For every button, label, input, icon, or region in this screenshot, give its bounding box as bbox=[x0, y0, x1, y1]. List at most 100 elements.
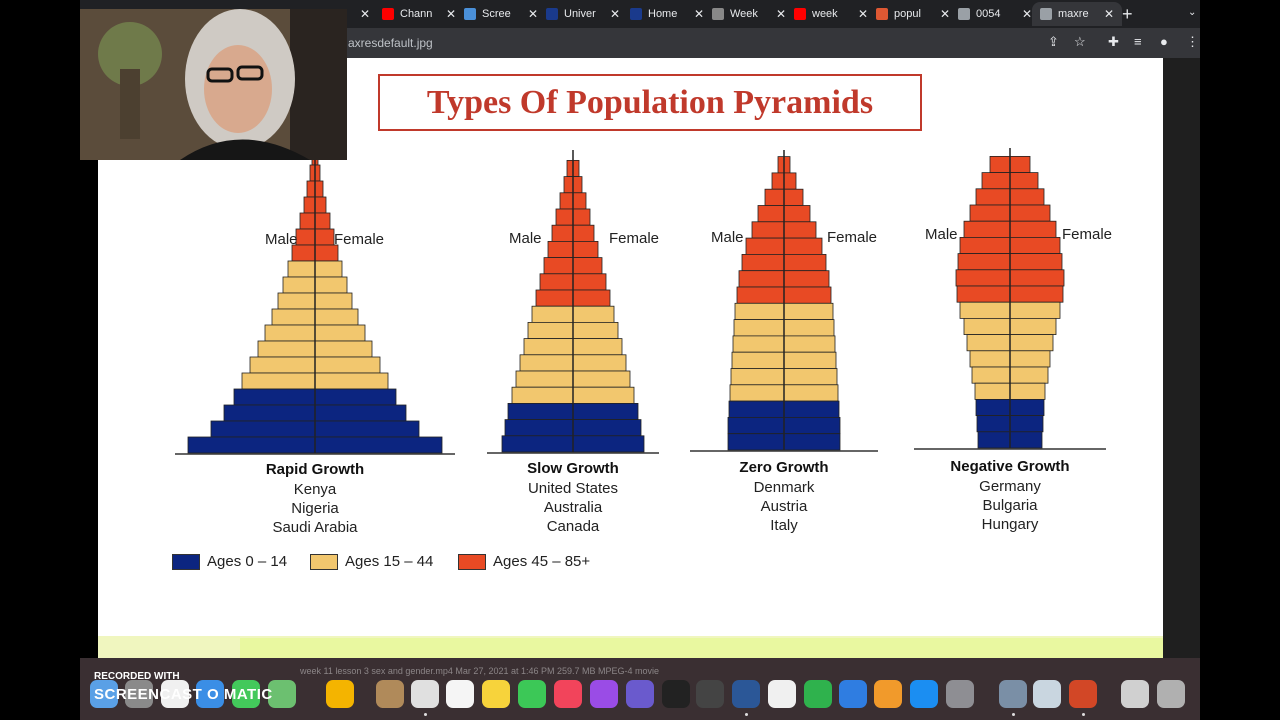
imovie-icon[interactable] bbox=[626, 680, 654, 708]
close-tab-icon[interactable]: ✕ bbox=[610, 7, 621, 21]
calendar-icon[interactable] bbox=[161, 680, 189, 708]
dock-running-indicator bbox=[1082, 713, 1085, 716]
contacts-icon[interactable] bbox=[376, 680, 404, 708]
tab-title: Home bbox=[648, 8, 678, 20]
messages-icon[interactable] bbox=[232, 680, 260, 708]
trash-icon[interactable] bbox=[1157, 680, 1185, 708]
female-label: Female bbox=[827, 229, 878, 246]
safari-icon[interactable] bbox=[196, 680, 224, 708]
legend-swatch-old bbox=[458, 553, 486, 570]
music-icon[interactable] bbox=[554, 680, 582, 708]
new-tab-button[interactable]: + bbox=[1122, 4, 1133, 24]
facetime-icon[interactable] bbox=[518, 680, 546, 708]
female-label: Female bbox=[1062, 226, 1113, 243]
chrome-icon[interactable] bbox=[411, 680, 439, 708]
screen-recorder-icon[interactable] bbox=[999, 680, 1027, 708]
slide-title-box: Types Of Population Pyramids bbox=[378, 74, 922, 131]
close-tab-icon[interactable]: ✕ bbox=[694, 7, 705, 21]
country-label: Australia bbox=[543, 499, 603, 516]
maps-icon[interactable] bbox=[268, 680, 296, 708]
tab-title: Scree bbox=[482, 8, 511, 20]
browser-tab[interactable]: 0054 ✕ bbox=[958, 2, 1032, 26]
tab-title: Univer bbox=[564, 8, 596, 20]
close-tab-icon[interactable]: ✕ bbox=[360, 7, 371, 21]
reminders-icon[interactable] bbox=[446, 680, 474, 708]
pluto-tv-icon[interactable] bbox=[662, 680, 690, 708]
close-tab-icon[interactable]: ✕ bbox=[1104, 7, 1115, 21]
webcam-overlay bbox=[80, 9, 347, 160]
photos-icon[interactable] bbox=[326, 680, 354, 708]
share-icon[interactable]: ⇪ bbox=[1048, 34, 1059, 49]
close-tab-icon[interactable]: ✕ bbox=[1022, 7, 1033, 21]
youtube-icon bbox=[794, 8, 806, 20]
page-background-right bbox=[1163, 58, 1200, 658]
launchpad-icon[interactable] bbox=[125, 680, 153, 708]
close-tab-icon[interactable]: ✕ bbox=[528, 7, 539, 21]
chrome-menu-icon[interactable]: ⋮ bbox=[1186, 34, 1199, 49]
tab-title: Week bbox=[730, 8, 758, 20]
system-preferences-icon[interactable] bbox=[946, 680, 974, 708]
close-tab-icon[interactable]: ✕ bbox=[446, 7, 457, 21]
country-label: United States bbox=[527, 480, 619, 497]
podcasts-icon[interactable] bbox=[590, 680, 618, 708]
close-tab-icon[interactable]: ✕ bbox=[858, 7, 869, 21]
browser-tab[interactable]: week ✕ bbox=[794, 2, 868, 26]
browser-tab[interactable]: ✕ bbox=[350, 2, 370, 26]
female-label: Female bbox=[609, 230, 660, 247]
downloads-stack-icon[interactable] bbox=[1121, 680, 1149, 708]
app-store-icon[interactable] bbox=[910, 680, 938, 708]
news-icon[interactable] bbox=[768, 680, 796, 708]
legend-swatch-middle bbox=[310, 553, 338, 570]
close-tab-icon[interactable]: ✕ bbox=[776, 7, 787, 21]
male-label: Male bbox=[265, 231, 298, 248]
country-label: Nigeria bbox=[291, 500, 339, 517]
notes-icon[interactable] bbox=[482, 680, 510, 708]
browser-tab[interactable]: Scree ✕ bbox=[464, 2, 538, 26]
address-bar[interactable]: axresdefault.jpg bbox=[348, 36, 433, 50]
media-controls-icon[interactable]: ≡ bbox=[1134, 34, 1142, 49]
extensions-puzzle-icon[interactable]: ✚ bbox=[1108, 34, 1119, 49]
tab-title: 0054 bbox=[976, 8, 1001, 20]
country-label: Kenya bbox=[293, 481, 337, 498]
legend-item-middle: Ages 15 – 44 bbox=[310, 553, 433, 570]
numbers-icon[interactable] bbox=[804, 680, 832, 708]
pyramid-type-name: Zero Growth bbox=[739, 459, 829, 476]
browser-tab[interactable]: Home ✕ bbox=[630, 2, 704, 26]
legend-swatch-young bbox=[172, 553, 200, 570]
pages-icon[interactable] bbox=[874, 680, 902, 708]
profile-avatar-icon[interactable]: ● bbox=[1160, 34, 1168, 49]
screencast-icon bbox=[464, 8, 476, 20]
doc-icon bbox=[712, 8, 724, 20]
dock-running-indicator bbox=[1012, 713, 1015, 716]
powerpoint-icon[interactable] bbox=[1069, 680, 1097, 708]
tab-title: Chann bbox=[400, 8, 433, 20]
duckduckgo-icon bbox=[876, 8, 888, 20]
country-label: Denmark bbox=[753, 479, 815, 496]
dock-running-indicator bbox=[424, 713, 427, 716]
browser-tab[interactable]: Chann ✕ bbox=[382, 2, 456, 26]
calculator-icon[interactable] bbox=[696, 680, 724, 708]
browser-tab[interactable]: popul ✕ bbox=[876, 2, 950, 26]
youtube-icon bbox=[382, 8, 394, 20]
keynote-icon[interactable] bbox=[839, 680, 867, 708]
word-icon[interactable] bbox=[732, 680, 760, 708]
pyramid-type-name: Slow Growth bbox=[527, 460, 619, 477]
tab-search-chevron-icon[interactable]: ⌄ bbox=[1188, 7, 1197, 18]
male-label: Male bbox=[925, 226, 958, 243]
browser-tab[interactable]: Week ✕ bbox=[712, 2, 786, 26]
browser-tab[interactable]: maxre ✕ bbox=[1032, 2, 1123, 26]
home-site-icon bbox=[630, 8, 642, 20]
university-icon bbox=[546, 8, 558, 20]
legend-label-middle: Ages 15 – 44 bbox=[345, 553, 434, 570]
finder-icon[interactable] bbox=[90, 680, 118, 708]
legend-item-young: Ages 0 – 14 bbox=[172, 553, 287, 570]
female-label: Female bbox=[334, 231, 385, 248]
bookmark-star-icon[interactable]: ☆ bbox=[1074, 34, 1086, 49]
legend-label-young: Ages 0 – 14 bbox=[207, 553, 288, 570]
browser-tab[interactable]: Univer ✕ bbox=[546, 2, 620, 26]
preview-icon[interactable] bbox=[1033, 680, 1061, 708]
dock-running-indicator bbox=[745, 713, 748, 716]
close-tab-icon[interactable]: ✕ bbox=[940, 7, 951, 21]
legend-label-old: Ages 45 – 85+ bbox=[493, 553, 591, 570]
file-info-bar: week 11 lesson 3 sex and gender.mp4 Mar … bbox=[300, 666, 660, 676]
